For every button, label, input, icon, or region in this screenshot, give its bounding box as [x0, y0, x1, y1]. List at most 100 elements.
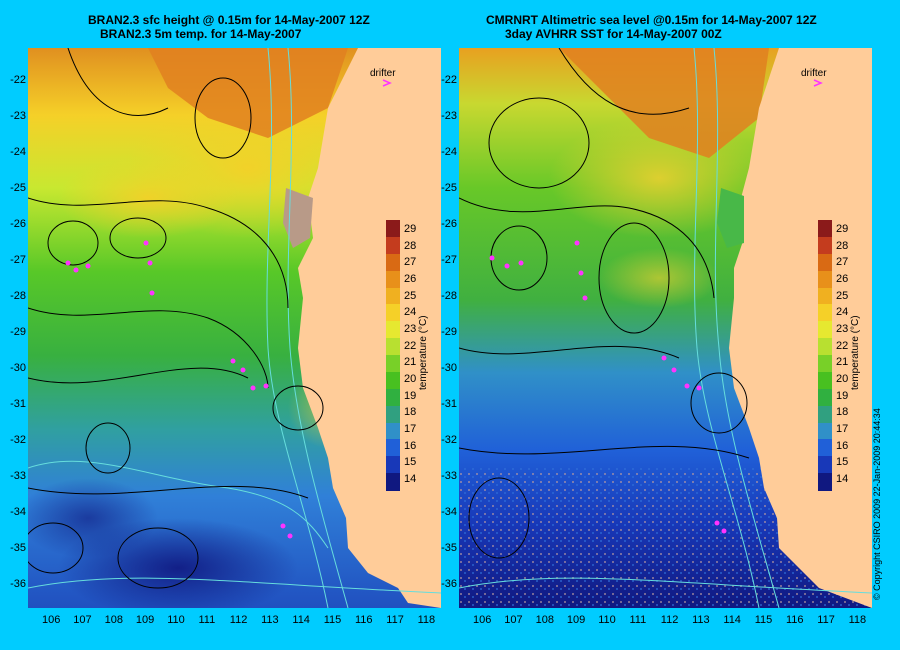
- lon-tick-label: 110: [167, 614, 185, 626]
- colorbar-label: 27: [404, 256, 417, 269]
- lon-tick-label: 111: [198, 614, 216, 626]
- colorbar-label: 23: [404, 323, 417, 335]
- lon-tick-label: 106: [42, 614, 61, 626]
- right-map-panel: drifter: [459, 48, 872, 608]
- colorbar-swatch: [386, 439, 400, 457]
- lat-tick-label: -25: [441, 182, 457, 194]
- lat-tick-label: -26: [441, 218, 457, 230]
- colorbar-label: 20: [404, 373, 417, 385]
- colorbar-label: 28: [836, 239, 849, 252]
- colorbar-label: 20: [836, 373, 849, 385]
- colorbar-label: 18: [404, 406, 417, 419]
- lon-tick-label: 116: [786, 614, 804, 626]
- colorbar-swatch: [818, 338, 832, 356]
- lat-tick-label: -22: [441, 74, 457, 86]
- colorbar-label: 19: [836, 389, 849, 402]
- right-colorbar: [818, 220, 832, 491]
- lat-tick-label: -23: [441, 110, 457, 122]
- lat-tick-label: -31: [10, 398, 26, 410]
- lat-tick-label: -29: [10, 326, 26, 338]
- lon-tick-label: 114: [292, 614, 310, 626]
- colorbar-label: 14: [404, 473, 417, 485]
- colorbar-label: 24: [836, 306, 849, 319]
- copyright-text: © Copyright CSIRO 2009 22-Jan-2009 20:44…: [872, 408, 882, 600]
- lon-tick-label: 109: [566, 614, 586, 626]
- colorbar-label: 16: [404, 439, 417, 452]
- lat-tick-label: -30: [441, 362, 457, 374]
- colorbar-label: 21: [404, 356, 417, 369]
- lat-tick-label: -35: [10, 542, 26, 554]
- colorbar-swatch: [818, 422, 832, 440]
- lon-tick-label: 114: [723, 614, 741, 626]
- lat-tick-label: -29: [441, 326, 457, 338]
- colorbar-swatch: [818, 287, 832, 305]
- colorbar-label: 15: [404, 456, 417, 469]
- colorbar-label: 23: [836, 323, 849, 335]
- lat-tick-label: -23: [10, 110, 26, 122]
- colorbar-swatch: [818, 388, 832, 407]
- lon-tick-label: 115: [754, 614, 773, 626]
- colorbar-label: 25: [836, 289, 849, 302]
- colorbar-label: 18: [836, 406, 849, 419]
- lat-tick-label: -36: [10, 578, 26, 590]
- lon-tick-label: 118: [417, 614, 436, 626]
- colorbar-swatch: [818, 220, 832, 238]
- colorbar-label: 16: [836, 439, 849, 452]
- colorbar-label: 19: [404, 389, 417, 402]
- colorbar-swatch: [818, 405, 832, 423]
- right-land-mass: [729, 48, 872, 608]
- lon-tick-label: 108: [104, 614, 123, 626]
- colorbar-swatch: [818, 456, 832, 474]
- colorbar-label: 28: [404, 239, 417, 252]
- right-colorbar-title: temperature (°C): [850, 315, 861, 390]
- lon-tick-label: 112: [229, 614, 248, 626]
- colorbar-label: 26: [836, 273, 849, 285]
- lat-tick-label: -34: [10, 506, 26, 518]
- colorbar-swatch: [818, 236, 832, 255]
- colorbar-swatch: [818, 439, 832, 457]
- colorbar-label: 24: [404, 306, 417, 319]
- lat-tick-label: -22: [10, 74, 26, 86]
- right-map-svg: drifter: [459, 48, 872, 608]
- colorbar-swatch: [818, 355, 832, 373]
- left-drifter-label: drifter: [370, 68, 396, 79]
- lat-tick-label: -24: [441, 146, 457, 158]
- lon-tick-label: 106: [473, 614, 492, 626]
- colorbar-label: 22: [836, 339, 849, 352]
- left-land-mass: [298, 48, 441, 608]
- lat-tick-label: -31: [441, 398, 457, 410]
- colorbar-swatch: [818, 321, 832, 339]
- lat-tick-label: -32: [10, 434, 26, 446]
- colorbar-swatch: [386, 338, 400, 356]
- lon-tick-label: 118: [848, 614, 867, 626]
- colorbar-label: 17: [404, 423, 417, 435]
- colorbar-swatch: [386, 321, 400, 339]
- lat-tick-label: -26: [10, 218, 26, 230]
- lat-tick-label: -28: [441, 290, 457, 302]
- lat-tick-label: -28: [10, 290, 26, 302]
- right-drifter-label: drifter: [801, 68, 827, 79]
- colorbar-swatch: [818, 473, 832, 491]
- left-map-svg: drifter: [28, 48, 441, 608]
- colorbar-swatch: [386, 456, 400, 474]
- left-title-line1: BRAN2.3 sfc height @ 0.15m for 14-May-20…: [88, 13, 370, 27]
- lon-tick-label: 113: [692, 614, 710, 626]
- lon-tick-label: 109: [135, 614, 155, 626]
- colorbar-swatch: [386, 220, 400, 238]
- colorbar-swatch: [386, 405, 400, 423]
- left-map-panel: drifter: [28, 48, 441, 608]
- colorbar-swatch: [386, 270, 400, 288]
- lat-tick-label: -33: [441, 470, 457, 482]
- colorbar-label: 14: [836, 473, 849, 485]
- lon-tick-label: 115: [323, 614, 342, 626]
- colorbar-label: 26: [404, 273, 417, 285]
- colorbar-label: 15: [836, 456, 849, 469]
- colorbar-label: 27: [836, 256, 849, 269]
- right-title-line1: CMRNRT Altimetric sea level @0.15m for 1…: [486, 13, 817, 27]
- lon-tick-label: 110: [598, 614, 616, 626]
- lat-tick-label: -25: [10, 182, 26, 194]
- colorbar-label: 21: [836, 356, 849, 369]
- lat-tick-label: -27: [10, 254, 26, 266]
- lat-tick-label: -33: [10, 470, 26, 482]
- colorbar-swatch: [386, 236, 400, 255]
